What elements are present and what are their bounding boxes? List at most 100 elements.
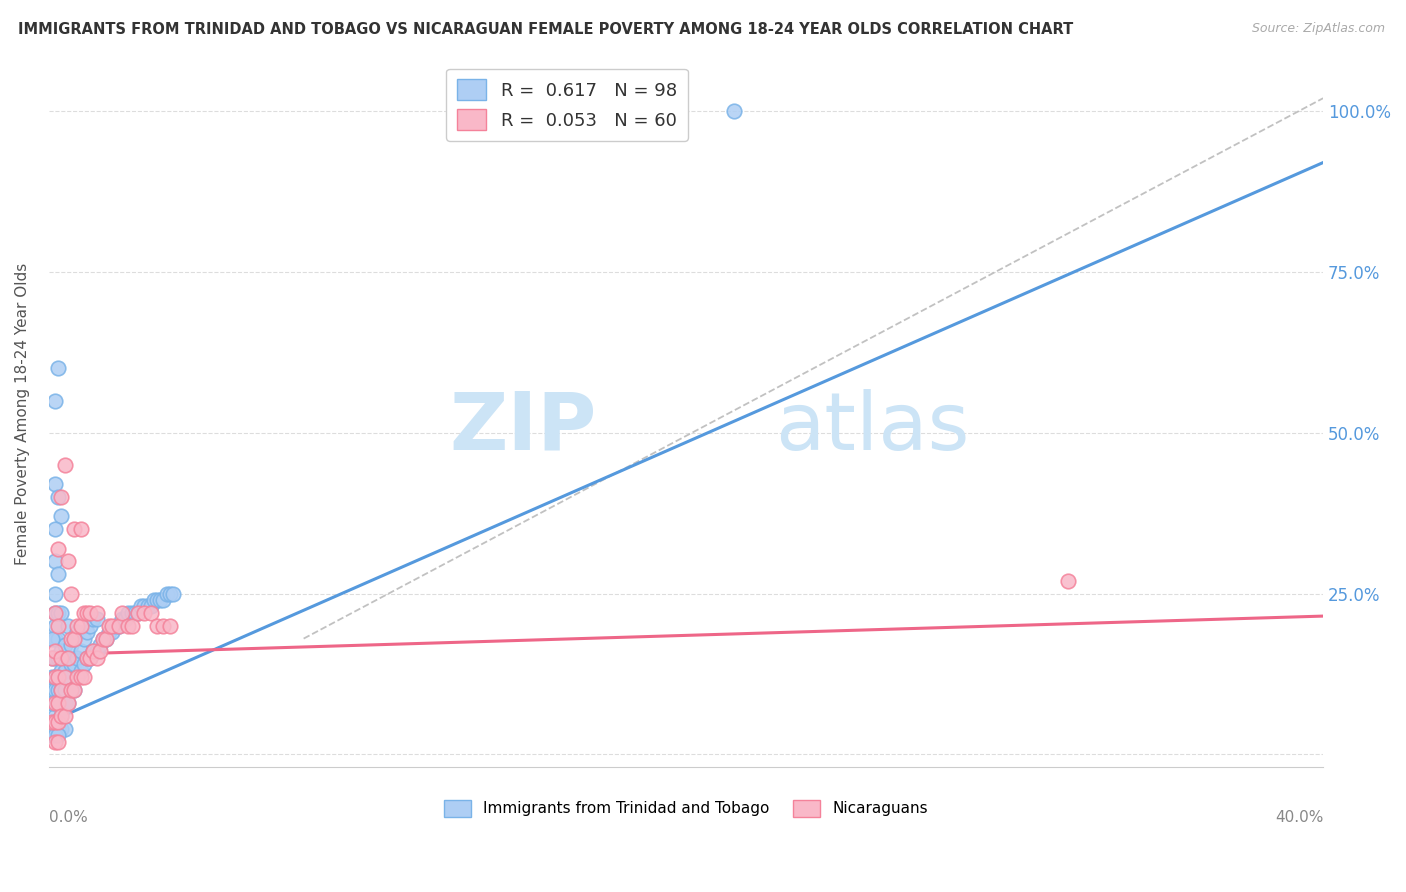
- Y-axis label: Female Poverty Among 18-24 Year Olds: Female Poverty Among 18-24 Year Olds: [15, 262, 30, 565]
- Point: [46, 567, 69, 582]
- Point: [79, 651, 101, 665]
- Point: [51, 708, 73, 723]
- Point: [111, 606, 134, 620]
- Point: [117, 606, 139, 620]
- Point: [94, 632, 117, 646]
- Point: [101, 618, 124, 632]
- Point: [73, 632, 96, 646]
- Point: [46, 541, 69, 556]
- Point: [1057, 574, 1080, 588]
- Point: [76, 651, 98, 665]
- Point: [86, 644, 108, 658]
- Point: [60, 683, 83, 698]
- Point: [86, 606, 108, 620]
- Text: 40.0%: 40.0%: [1275, 810, 1323, 825]
- Point: [46, 715, 69, 730]
- Point: [44, 683, 66, 698]
- Point: [152, 593, 174, 607]
- Point: [162, 586, 184, 600]
- Point: [46, 722, 69, 736]
- Point: [91, 632, 114, 646]
- Point: [63, 522, 86, 536]
- Point: [98, 618, 121, 632]
- Point: [104, 618, 127, 632]
- Point: [82, 612, 104, 626]
- Point: [51, 606, 73, 620]
- Point: [129, 599, 152, 614]
- Point: [134, 599, 156, 614]
- Point: [723, 104, 745, 119]
- Point: [53, 458, 76, 472]
- Point: [51, 683, 73, 698]
- Point: [66, 670, 89, 684]
- Point: [44, 632, 66, 646]
- Point: [149, 593, 172, 607]
- Point: [46, 361, 69, 376]
- Point: [53, 722, 76, 736]
- Point: [44, 696, 66, 710]
- Point: [142, 593, 165, 607]
- Point: [159, 618, 181, 632]
- Point: [60, 586, 83, 600]
- Point: [41, 728, 63, 742]
- Point: [86, 612, 108, 626]
- Text: atlas: atlas: [775, 389, 970, 467]
- Point: [46, 606, 69, 620]
- Point: [63, 632, 86, 646]
- Point: [60, 632, 83, 646]
- Point: [60, 638, 83, 652]
- Point: [111, 612, 134, 626]
- Point: [82, 644, 104, 658]
- Point: [41, 651, 63, 665]
- Point: [56, 554, 79, 568]
- Point: [73, 670, 96, 684]
- Point: [69, 618, 91, 632]
- Point: [73, 606, 96, 620]
- Point: [53, 664, 76, 678]
- Point: [44, 606, 66, 620]
- Point: [79, 618, 101, 632]
- Point: [124, 606, 146, 620]
- Point: [44, 715, 66, 730]
- Text: IMMIGRANTS FROM TRINIDAD AND TOBAGO VS NICARAGUAN FEMALE POVERTY AMONG 18-24 YEA: IMMIGRANTS FROM TRINIDAD AND TOBAGO VS N…: [18, 22, 1074, 37]
- Point: [108, 618, 131, 632]
- Point: [89, 638, 111, 652]
- Point: [44, 734, 66, 748]
- Point: [44, 696, 66, 710]
- Point: [41, 696, 63, 710]
- Point: [44, 618, 66, 632]
- Point: [63, 657, 86, 672]
- Point: [101, 625, 124, 640]
- Point: [51, 683, 73, 698]
- Point: [41, 670, 63, 684]
- Point: [51, 490, 73, 504]
- Point: [156, 586, 179, 600]
- Point: [79, 651, 101, 665]
- Point: [60, 657, 83, 672]
- Point: [86, 651, 108, 665]
- Point: [121, 606, 143, 620]
- Point: [46, 696, 69, 710]
- Text: Source: ZipAtlas.com: Source: ZipAtlas.com: [1251, 22, 1385, 36]
- Point: [44, 715, 66, 730]
- Point: [51, 509, 73, 524]
- Point: [56, 696, 79, 710]
- Point: [66, 651, 89, 665]
- Point: [44, 670, 66, 684]
- Point: [46, 683, 69, 698]
- Point: [46, 696, 69, 710]
- Point: [117, 618, 139, 632]
- Point: [146, 593, 169, 607]
- Point: [46, 670, 69, 684]
- Point: [41, 696, 63, 710]
- Point: [89, 644, 111, 658]
- Point: [66, 670, 89, 684]
- Point: [56, 651, 79, 665]
- Point: [46, 632, 69, 646]
- Point: [46, 651, 69, 665]
- Point: [139, 599, 162, 614]
- Point: [152, 618, 174, 632]
- Point: [63, 683, 86, 698]
- Point: [79, 606, 101, 620]
- Point: [69, 522, 91, 536]
